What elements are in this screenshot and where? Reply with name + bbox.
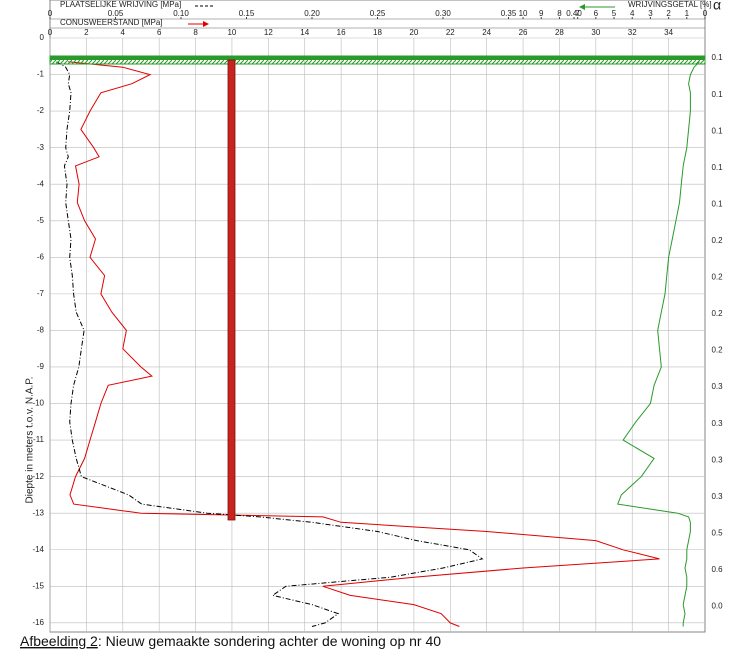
ratio-tick-label: 2 bbox=[666, 9, 671, 18]
cone-tick-label: 14 bbox=[300, 28, 309, 37]
y-tick-label: -10 bbox=[32, 399, 44, 408]
friction-tick-label: 0 bbox=[48, 9, 53, 18]
cone-tick-label: 0 bbox=[48, 28, 53, 37]
alpha-value: 0.3 bbox=[711, 382, 723, 391]
y-tick-label: -2 bbox=[37, 106, 45, 115]
alpha-value: 0.1 bbox=[711, 53, 723, 62]
cone-tick-label: 2 bbox=[84, 28, 89, 37]
alpha-value: 0.2 bbox=[711, 346, 723, 355]
y-tick-label: -4 bbox=[37, 179, 45, 188]
y-tick-label: -12 bbox=[32, 472, 44, 481]
series-line bbox=[56, 61, 484, 627]
y-tick-label: -3 bbox=[37, 143, 45, 152]
friction-tick-label: 0.15 bbox=[239, 9, 255, 18]
friction-header: PLAATSELIJKE WRIJVING [MPa] bbox=[60, 0, 181, 9]
cone-tick-label: 34 bbox=[664, 28, 673, 37]
y-axis-label: Diepte in meters t.o.v. N.A.P. bbox=[25, 377, 36, 504]
friction-tick-label: 0.40 bbox=[566, 9, 582, 18]
cone-header: CONUSWEERSTAND [MPa] bbox=[60, 18, 163, 27]
cone-legend-arrow bbox=[203, 21, 209, 27]
alpha-value: 0.3 bbox=[711, 492, 723, 501]
friction-tick-label: 0.25 bbox=[370, 9, 386, 18]
ratio-tick-label: 9 bbox=[539, 9, 544, 18]
ratio-tick-label: 6 bbox=[594, 9, 599, 18]
alpha-header: α bbox=[713, 0, 721, 13]
ratio-tick-label: 10 bbox=[519, 9, 528, 18]
cone-tick-label: 4 bbox=[121, 28, 126, 37]
alpha-value: 0.2 bbox=[711, 309, 723, 318]
y-tick-label: 0 bbox=[40, 33, 45, 42]
y-tick-label: -13 bbox=[32, 508, 44, 517]
friction-tick-label: 0.30 bbox=[435, 9, 451, 18]
ratio-tick-label: 4 bbox=[630, 9, 635, 18]
series-line bbox=[68, 61, 660, 627]
y-tick-label: -7 bbox=[37, 289, 45, 298]
alpha-value: 0.0 bbox=[711, 602, 723, 611]
y-tick-label: -9 bbox=[37, 362, 45, 371]
cone-tick-label: 24 bbox=[482, 28, 491, 37]
ratio-tick-label: 7 bbox=[575, 9, 580, 18]
cone-tick-label: 6 bbox=[157, 28, 162, 37]
friction-tick-label: 0.35 bbox=[501, 9, 517, 18]
cone-tick-label: 32 bbox=[628, 28, 637, 37]
y-tick-label: -8 bbox=[37, 326, 45, 335]
ratio-header: WRIJVINGSGETAL [%] bbox=[628, 0, 712, 9]
cone-tick-label: 28 bbox=[555, 28, 564, 37]
friction-tick-label: 0.10 bbox=[173, 9, 189, 18]
alpha-value: 0.3 bbox=[711, 419, 723, 428]
alpha-value: 0.6 bbox=[711, 565, 723, 574]
y-tick-label: -14 bbox=[32, 545, 44, 554]
alpha-value: 0.1 bbox=[711, 163, 723, 172]
y-tick-label: -6 bbox=[37, 252, 45, 261]
alpha-value: 0.1 bbox=[711, 126, 723, 135]
cone-tick-label: 12 bbox=[264, 28, 273, 37]
alpha-value: 0.1 bbox=[711, 90, 723, 99]
cone-tick-label: 20 bbox=[409, 28, 418, 37]
alpha-value: 0.1 bbox=[711, 199, 723, 208]
caption: Afbeelding 2: Nieuw gemaakte sondering a… bbox=[20, 633, 441, 649]
caption-text: : Nieuw gemaakte sondering achter de won… bbox=[98, 633, 441, 649]
cone-tick-label: 30 bbox=[591, 28, 600, 37]
ratio-tick-label: 5 bbox=[612, 9, 617, 18]
alpha-value: 0.2 bbox=[711, 273, 723, 282]
cone-tick-label: 8 bbox=[193, 28, 198, 37]
caption-lead: Afbeelding 2 bbox=[20, 633, 98, 649]
ratio-tick-label: 3 bbox=[648, 9, 653, 18]
y-tick-label: -1 bbox=[37, 70, 45, 79]
ratio-tick-label: 1 bbox=[685, 9, 690, 18]
cone-tick-label: 16 bbox=[337, 28, 346, 37]
friction-tick-label: 0.05 bbox=[108, 9, 124, 18]
cone-tick-label: 22 bbox=[446, 28, 455, 37]
ratio-legend-arrow bbox=[579, 4, 585, 10]
y-tick-label: -11 bbox=[33, 435, 45, 444]
y-tick-label: -15 bbox=[32, 581, 44, 590]
series-line bbox=[617, 61, 700, 627]
cone-tick-label: 10 bbox=[227, 28, 236, 37]
plot-marks: 0 -1 -2 -3 -4 -5 -6 -7 -8 -9 -10 -11 -12 -13 -14 -15 -16… bbox=[32, 9, 708, 632]
friction-tick-label: 0.20 bbox=[304, 9, 320, 18]
y-tick-label: -5 bbox=[37, 216, 45, 225]
alpha-value: 0.5 bbox=[711, 528, 723, 537]
ratio-tick-label: 8 bbox=[557, 9, 562, 18]
cone-tick-label: 26 bbox=[519, 28, 528, 37]
pile-bar bbox=[227, 59, 236, 521]
y-tick-label: -16 bbox=[32, 618, 44, 627]
alpha-value: 0.3 bbox=[711, 455, 723, 464]
cone-tick-label: 18 bbox=[373, 28, 382, 37]
alpha-value: 0.2 bbox=[711, 236, 723, 245]
ratio-tick-label: 0 bbox=[703, 9, 708, 18]
